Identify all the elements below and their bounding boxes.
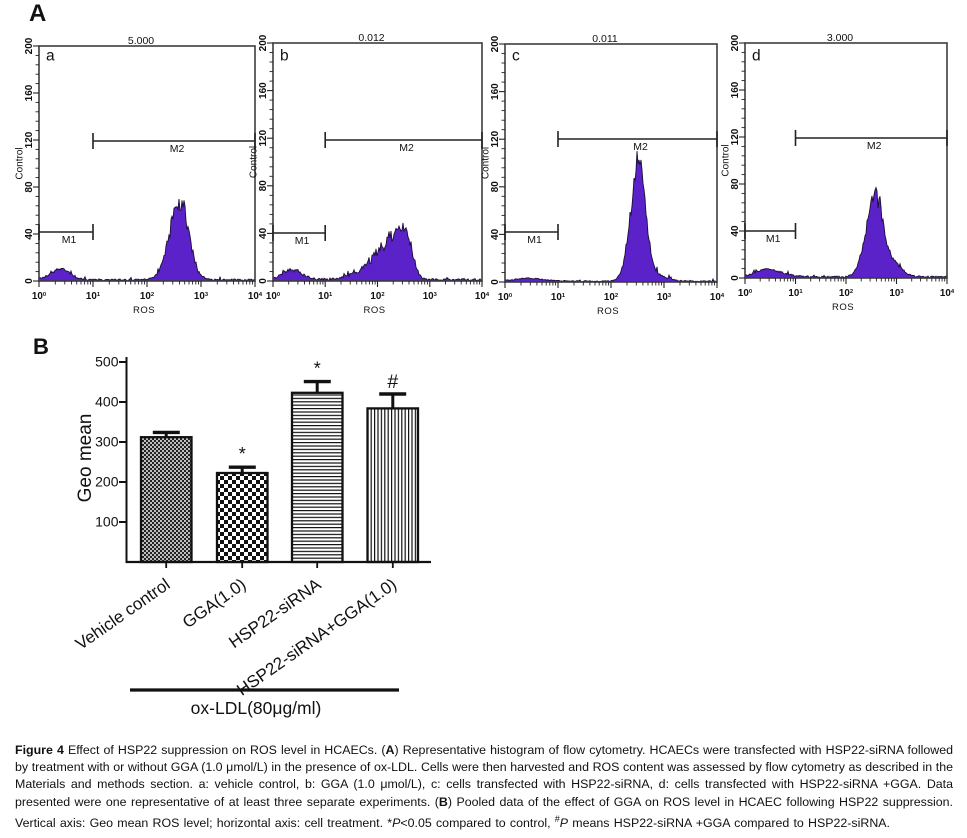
svg-text:d: d [752,48,761,65]
svg-text:M2: M2 [170,143,185,155]
svg-text:101: 101 [318,291,333,302]
svg-text:a: a [46,48,55,65]
svg-text:M2: M2 [633,141,648,153]
svg-text:Control: Control [15,147,26,179]
svg-text:0: 0 [730,275,741,281]
svg-text:160: 160 [24,84,35,101]
svg-text:80: 80 [730,178,741,190]
svg-text:b: b [280,48,289,65]
svg-text:100: 100 [32,291,46,302]
svg-text:40: 40 [24,228,35,240]
svg-text:B: B [33,334,49,359]
svg-text:103: 103 [194,291,209,302]
svg-text:0.011: 0.011 [592,33,618,45]
svg-text:103: 103 [889,288,904,299]
svg-text:101: 101 [551,292,566,303]
svg-text:104: 104 [710,292,725,303]
svg-text:#: # [387,371,398,393]
svg-text:ROS: ROS [133,305,155,316]
svg-text:101: 101 [788,288,803,299]
svg-text:40: 40 [490,228,501,240]
svg-text:M2: M2 [867,140,882,152]
svg-text:Control: Control [721,144,732,176]
svg-text:GGA(1.0): GGA(1.0) [179,575,249,632]
svg-text:102: 102 [370,291,384,302]
svg-text:100: 100 [266,291,280,302]
svg-text:100: 100 [95,514,119,530]
svg-text:160: 160 [490,83,501,100]
svg-text:*: * [314,359,321,379]
svg-text:ROS: ROS [597,306,619,317]
svg-text:0.012: 0.012 [358,32,384,44]
svg-text:0: 0 [24,278,35,284]
svg-text:120: 120 [490,130,501,147]
svg-text:c: c [512,48,520,65]
svg-text:40: 40 [258,227,269,239]
svg-text:5.000: 5.000 [128,35,154,47]
svg-text:200: 200 [24,37,35,54]
svg-text:160: 160 [730,81,741,98]
svg-text:200: 200 [730,34,741,51]
svg-text:0: 0 [490,279,501,285]
svg-text:ROS: ROS [363,305,385,316]
svg-text:120: 120 [24,131,35,148]
svg-text:103: 103 [423,291,438,302]
svg-text:104: 104 [940,288,955,299]
svg-text:Control: Control [481,147,492,179]
svg-text:160: 160 [258,82,269,99]
svg-text:102: 102 [604,292,618,303]
svg-text:A: A [29,0,46,27]
svg-text:200: 200 [258,34,269,51]
svg-text:*: * [239,444,246,464]
svg-text:M1: M1 [295,235,310,247]
svg-text:M1: M1 [766,233,781,245]
svg-text:400: 400 [95,394,119,410]
svg-text:102: 102 [839,288,853,299]
svg-text:ox-LDL(80μg/ml): ox-LDL(80μg/ml) [191,698,322,718]
svg-text:80: 80 [24,181,35,193]
svg-text:40: 40 [730,225,741,237]
svg-text:Vehicle control: Vehicle control [72,575,173,654]
svg-text:200: 200 [490,35,501,52]
svg-text:80: 80 [258,180,269,192]
svg-text:100: 100 [738,288,752,299]
svg-text:104: 104 [248,291,263,302]
svg-text:Control: Control [249,146,260,178]
svg-text:103: 103 [657,292,672,303]
svg-text:Geo mean: Geo mean [75,414,96,503]
svg-text:120: 120 [730,128,741,145]
svg-text:ROS: ROS [832,302,854,313]
svg-text:100: 100 [498,292,512,303]
svg-text:0: 0 [258,278,269,284]
svg-text:200: 200 [95,474,119,490]
svg-text:500: 500 [95,354,119,370]
svg-text:104: 104 [475,291,490,302]
svg-text:M1: M1 [527,234,542,246]
svg-text:M2: M2 [399,142,414,154]
svg-text:101: 101 [86,291,101,302]
svg-text:120: 120 [258,129,269,146]
svg-text:3.000: 3.000 [827,32,853,44]
svg-text:80: 80 [490,181,501,193]
svg-text:102: 102 [140,291,154,302]
svg-text:M1: M1 [62,234,77,246]
svg-text:300: 300 [95,434,119,450]
